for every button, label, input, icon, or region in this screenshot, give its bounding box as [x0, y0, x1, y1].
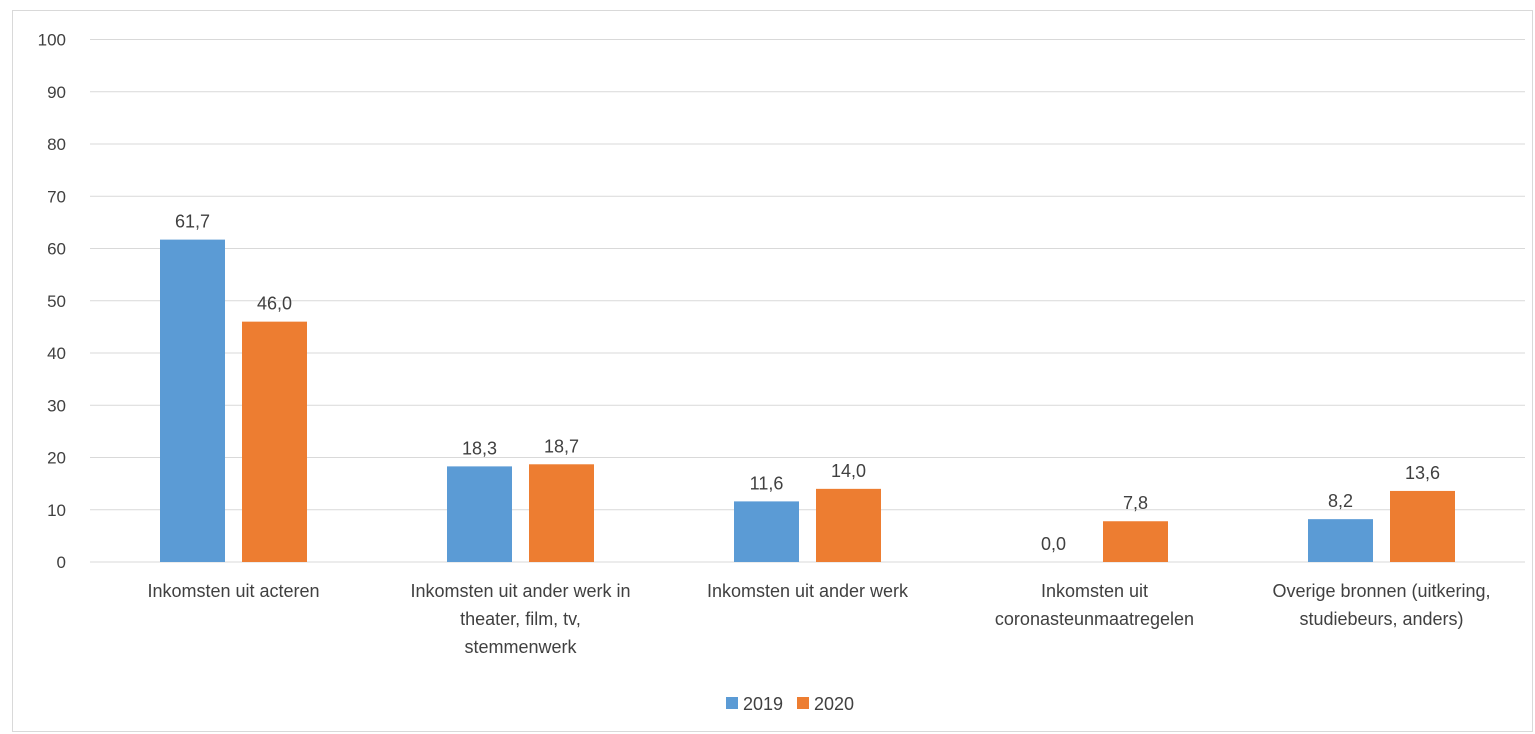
y-tick-label: 100 — [38, 31, 66, 50]
bar-2019-1 — [160, 239, 225, 562]
bar-2020-2 — [529, 464, 594, 562]
y-tick-label: 90 — [47, 83, 66, 102]
bars — [160, 239, 1455, 562]
legend-swatch-2019 — [726, 697, 738, 709]
y-tick-label: 0 — [57, 553, 66, 572]
y-tick-label: 60 — [47, 240, 66, 259]
data-label-2019-2: 18,3 — [462, 438, 497, 458]
data-label-2020-4: 7,8 — [1123, 493, 1148, 513]
bar-2020-3 — [816, 488, 881, 562]
bar-2019-3 — [734, 501, 799, 562]
data-label-2020-3: 14,0 — [831, 461, 866, 481]
y-tick-label: 20 — [47, 449, 66, 468]
y-tick-label: 50 — [47, 292, 66, 311]
legend-swatch-2020 — [797, 697, 809, 709]
data-label-2020-5: 13,6 — [1405, 463, 1440, 483]
data-label-2019-4: 0,0 — [1041, 534, 1066, 554]
data-label-2019-1: 61,7 — [175, 212, 210, 232]
data-label-2020-1: 46,0 — [257, 294, 292, 314]
legend: 2019 2020 — [726, 694, 854, 714]
data-label-2019-5: 8,2 — [1328, 491, 1353, 511]
category-label-2: Inkomsten uit ander werk in theater, film… — [410, 581, 630, 657]
data-labels: 61,7 46,0 18,3 18,7 11,6 14,0 0,0 7,8 8,2 13,6 — [175, 212, 1440, 554]
category-labels: Inkomsten uit acteren Inkomsten uit ander… — [147, 581, 1490, 657]
data-label-2020-2: 18,7 — [544, 436, 579, 456]
category-label-5: Overige bronnen (uitkering, studiebeurs, … — [1272, 581, 1490, 629]
legend-label-2020: 2020 — [814, 694, 854, 714]
y-tick-label: 70 — [47, 187, 66, 206]
legend-label-2019: 2019 — [743, 694, 783, 714]
y-tick-label: 80 — [47, 135, 66, 154]
category-label-4: Inkomsten uit coronasteunmaatregelen — [995, 581, 1194, 629]
bar-2019-5 — [1308, 519, 1373, 562]
y-tick-label: 10 — [47, 501, 66, 520]
bar-2020-4 — [1103, 521, 1168, 562]
bar-2020-1 — [242, 321, 307, 562]
bar-2019-2 — [447, 466, 512, 562]
y-tick-label: 30 — [47, 396, 66, 415]
category-label-3: Inkomsten uit ander werk — [707, 581, 909, 601]
category-label-1: Inkomsten uit acteren — [147, 581, 319, 601]
y-axis-ticks: 0 10 20 30 40 50 60 70 80 90 100 — [38, 31, 66, 573]
bar-2020-5 — [1390, 490, 1455, 562]
data-label-2019-3: 11,6 — [750, 473, 784, 493]
gridlines — [90, 39, 1525, 563]
y-tick-label: 40 — [47, 344, 66, 363]
